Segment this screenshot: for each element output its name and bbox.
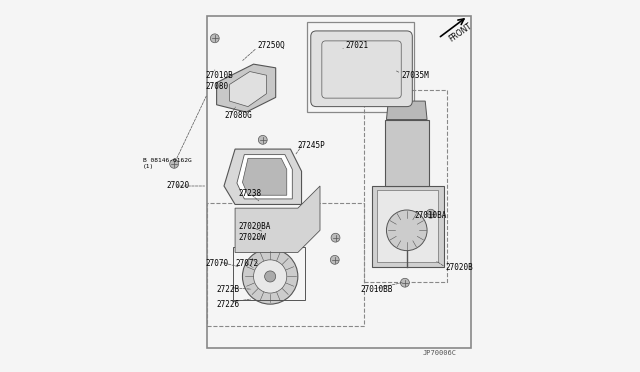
Circle shape [264,271,276,282]
Text: 27020W: 27020W [239,233,266,242]
Text: 27072: 27072 [235,259,258,268]
Polygon shape [377,190,438,262]
Circle shape [253,260,287,293]
Text: 27238: 27238 [239,189,262,198]
Circle shape [259,135,268,144]
Circle shape [387,210,427,251]
Polygon shape [237,155,292,199]
Text: 27250Q: 27250Q [257,41,285,50]
Text: 27020B: 27020B [445,263,474,272]
Text: 27080: 27080 [205,82,228,91]
Circle shape [331,233,340,242]
Text: 27070: 27070 [205,259,228,268]
Text: 27020BA: 27020BA [239,222,271,231]
Polygon shape [243,158,287,195]
Polygon shape [385,119,429,186]
Circle shape [211,34,220,43]
Circle shape [243,249,298,304]
Circle shape [330,256,339,264]
Text: 27010BA: 27010BA [414,211,447,220]
Text: 27010B: 27010B [205,71,234,80]
Text: JP70006C: JP70006C [422,350,456,356]
Text: 27021: 27021 [346,41,369,50]
Text: 27035M: 27035M [401,71,429,80]
Text: 27226: 27226 [216,300,240,309]
Polygon shape [372,186,444,267]
Text: 27080G: 27080G [224,111,252,121]
Polygon shape [230,71,266,107]
Text: 27020: 27020 [167,182,190,190]
Text: B 08146-6162G
(1): B 08146-6162G (1) [143,158,191,169]
Text: FRONT: FRONT [447,22,474,44]
Polygon shape [216,64,276,112]
Text: 27010BB: 27010BB [360,285,393,294]
Polygon shape [235,186,320,253]
Polygon shape [387,101,427,119]
FancyBboxPatch shape [311,31,412,107]
Text: 27245P: 27245P [298,141,326,150]
Circle shape [170,160,179,168]
Polygon shape [224,149,301,205]
Circle shape [401,278,410,287]
Text: 2722B: 2722B [216,285,240,294]
Circle shape [426,209,435,218]
